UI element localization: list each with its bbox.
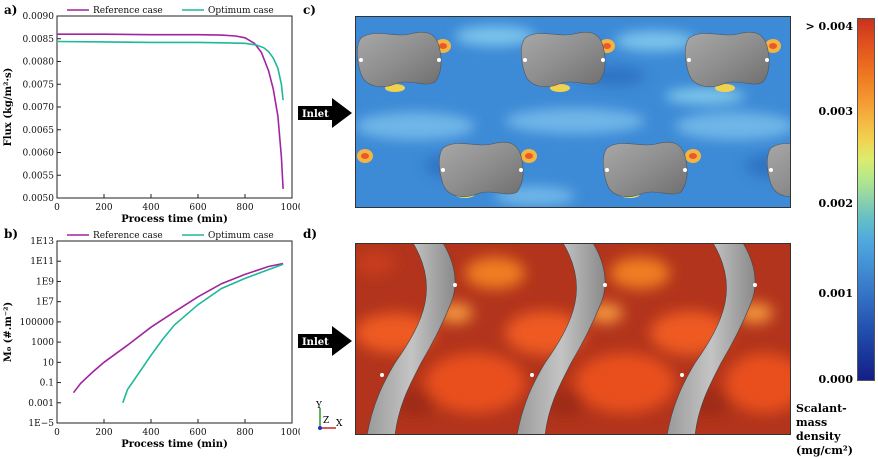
b-ytick-label: 1000 [31,338,54,348]
panel-label-b: b) [4,227,19,241]
colorbar-title: Scalant-mass density (mg/cm²) [796,402,876,458]
a-ytick-label: 0.0050 [23,194,55,204]
panel-label-d: d) [303,227,318,241]
a-ytick-label: 0.0090 [23,12,55,22]
a-ytick-label: 0.0065 [23,126,55,136]
b-series-reference-line [72,262,284,394]
a-xtick-label: 600 [189,203,206,213]
a-xtick-label: 0 [54,203,60,213]
b-ytick-label: 0.001 [28,399,54,409]
colorbar-tick-0001: 0.001 [818,287,853,300]
b-series-optimum-line [122,263,284,404]
b-xlabel: Process time (min) [121,439,228,450]
a-xtick-label: 400 [142,203,159,213]
colorbar-tick-0002: 0.002 [818,197,853,210]
b-xtick-label: 0 [54,428,60,438]
a-ytick-label: 0.0075 [23,80,55,90]
b-xtick-label: 600 [189,428,206,438]
axis-triad-y: Y [315,401,323,411]
a-ytick-label: 0.0060 [23,149,55,159]
a-xtick-label: 1000 [281,203,300,213]
a-ylabel: Flux (kg/m²·s) [3,68,14,147]
b-ylabel: M₀ (#.m⁻²) [3,302,14,363]
b-ytick-label: 100000 [20,318,55,328]
b-xtick-label: 1000 [281,428,300,438]
b-ytick-label: 10 [43,358,55,368]
colorbar [857,18,875,381]
a-ytick-label: 0.0085 [23,35,55,45]
axis-triad-z: Z [323,416,329,426]
b-ytick-label: 1E−5 [28,419,54,429]
inlet-label-d: Inlet [302,337,329,348]
inlet-label-c: Inlet [302,109,329,120]
flux-chart: Reference case Optimum case 0 200 400 600 800… [3,6,300,225]
scalant-density-map-c [355,16,791,208]
b-ytick-label: 1E13 [30,237,54,247]
a-xtick-label: 200 [95,203,112,213]
a-legend-label: Optimum case [208,6,274,16]
axis-triad-x: X [336,419,343,429]
b-plot-frame [56,240,293,424]
b-legend-label: Reference case [93,231,163,241]
a-xtick-label: 800 [236,203,253,213]
b-ytick-label: 1E7 [36,298,54,308]
colorbar-tick-0003: 0.003 [818,105,853,118]
axis-triad: Y Z X [315,401,343,430]
panel-label-a: a) [4,3,18,17]
panel-label-c: c) [303,3,316,17]
scalant-density-map-d [355,243,791,435]
a-ytick-label: 0.0055 [23,171,55,181]
b-xtick-label: 400 [142,428,159,438]
a-ytick-label: 0.0070 [23,103,55,113]
a-plot-frame [56,15,293,199]
a-xlabel: Process time (min) [121,214,228,225]
colorbar-title-line3: (mg/cm²) [796,444,853,457]
b-ytick-label: 1E9 [36,277,54,287]
inlet-arrow-d: Inlet [298,326,352,356]
a-ytick-label: 0.0080 [23,58,55,68]
b-ytick-label: 0.1 [40,379,54,389]
b-xtick-label: 200 [95,428,112,438]
colorbar-title-line1: Scalant-mass [796,402,847,429]
a-legend-label: Reference case [93,6,163,16]
b-legend-label: Optimum case [208,231,274,241]
b-ytick-label: 1E11 [30,257,54,267]
b-xtick-label: 800 [236,428,253,438]
a-series-optimum-line [56,40,284,101]
colorbar-tick-0000: 0.000 [818,373,853,386]
colorbar-tick-max: > 0.004 [805,20,854,33]
nuclei-density-chart: Reference case Optimum case 0 200 400 600 800… [3,231,300,450]
colorbar-title-line2: density [796,430,841,443]
inlet-arrow-c: Inlet [298,98,352,128]
a-series-reference-line [57,33,284,189]
